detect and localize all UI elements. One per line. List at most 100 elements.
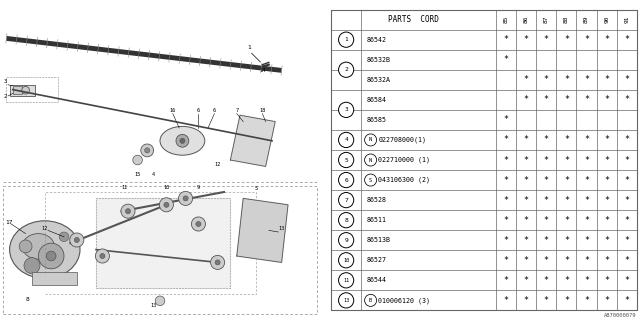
Circle shape bbox=[339, 62, 354, 77]
Circle shape bbox=[365, 154, 376, 166]
Text: *: * bbox=[524, 75, 529, 84]
Text: *: * bbox=[564, 256, 569, 265]
Circle shape bbox=[95, 249, 109, 263]
Circle shape bbox=[339, 152, 354, 168]
Text: 9: 9 bbox=[344, 238, 348, 243]
Text: *: * bbox=[624, 35, 629, 44]
Text: *: * bbox=[524, 135, 529, 144]
Polygon shape bbox=[230, 115, 275, 166]
Circle shape bbox=[259, 246, 266, 253]
Text: *: * bbox=[544, 35, 549, 44]
Text: *: * bbox=[604, 216, 609, 225]
Circle shape bbox=[339, 253, 354, 268]
Text: *: * bbox=[604, 236, 609, 245]
Text: *: * bbox=[504, 196, 509, 204]
Text: *: * bbox=[624, 236, 629, 245]
Text: 91: 91 bbox=[624, 16, 629, 23]
Text: *: * bbox=[544, 196, 549, 204]
Text: *: * bbox=[584, 35, 589, 44]
Ellipse shape bbox=[22, 234, 54, 259]
Text: *: * bbox=[624, 256, 629, 265]
Polygon shape bbox=[96, 198, 230, 288]
Text: 5: 5 bbox=[344, 157, 348, 163]
Text: *: * bbox=[564, 216, 569, 225]
Text: 87: 87 bbox=[544, 16, 549, 23]
Text: *: * bbox=[564, 35, 569, 44]
Circle shape bbox=[339, 273, 354, 288]
Text: *: * bbox=[524, 296, 529, 305]
Text: *: * bbox=[504, 116, 509, 124]
Circle shape bbox=[339, 172, 354, 188]
Text: 6: 6 bbox=[197, 108, 200, 113]
Text: *: * bbox=[604, 276, 609, 285]
Text: *: * bbox=[584, 156, 589, 164]
Text: 9: 9 bbox=[197, 185, 200, 190]
Circle shape bbox=[74, 237, 79, 243]
Text: 86513B: 86513B bbox=[366, 237, 390, 243]
Circle shape bbox=[100, 253, 105, 259]
Circle shape bbox=[180, 138, 185, 143]
Text: 3: 3 bbox=[344, 108, 348, 112]
Circle shape bbox=[121, 204, 135, 218]
Text: B: B bbox=[369, 298, 372, 303]
Text: *: * bbox=[544, 135, 549, 144]
Text: *: * bbox=[504, 276, 509, 285]
Text: *: * bbox=[564, 156, 569, 164]
Text: *: * bbox=[524, 276, 529, 285]
Circle shape bbox=[159, 198, 173, 212]
Text: 022710000 (1): 022710000 (1) bbox=[378, 157, 430, 163]
FancyBboxPatch shape bbox=[10, 85, 35, 96]
Text: *: * bbox=[504, 135, 509, 144]
Circle shape bbox=[215, 260, 220, 265]
Text: *: * bbox=[624, 95, 629, 104]
Circle shape bbox=[339, 293, 354, 308]
Text: *: * bbox=[604, 135, 609, 144]
Circle shape bbox=[253, 150, 259, 157]
Text: *: * bbox=[544, 95, 549, 104]
Text: *: * bbox=[564, 95, 569, 104]
Text: 86528: 86528 bbox=[366, 197, 386, 203]
Text: *: * bbox=[544, 296, 549, 305]
Text: 12: 12 bbox=[42, 227, 48, 231]
Circle shape bbox=[179, 191, 193, 205]
Text: *: * bbox=[504, 176, 509, 185]
Text: 10: 10 bbox=[163, 185, 170, 190]
Text: *: * bbox=[584, 216, 589, 225]
Text: *: * bbox=[624, 135, 629, 144]
Text: A870000079: A870000079 bbox=[604, 313, 637, 318]
Text: *: * bbox=[544, 176, 549, 185]
Circle shape bbox=[141, 144, 154, 157]
Circle shape bbox=[19, 240, 32, 253]
Text: 7: 7 bbox=[344, 198, 348, 203]
Circle shape bbox=[237, 138, 249, 150]
Text: *: * bbox=[584, 196, 589, 204]
Circle shape bbox=[339, 32, 354, 47]
Text: *: * bbox=[564, 236, 569, 245]
Text: *: * bbox=[564, 75, 569, 84]
Text: 022708000(1): 022708000(1) bbox=[378, 137, 426, 143]
Text: 90: 90 bbox=[604, 16, 609, 23]
Text: N: N bbox=[369, 157, 372, 163]
Text: *: * bbox=[584, 256, 589, 265]
Text: 1: 1 bbox=[248, 44, 252, 50]
Text: *: * bbox=[624, 75, 629, 84]
Text: *: * bbox=[604, 196, 609, 204]
Text: *: * bbox=[584, 236, 589, 245]
Circle shape bbox=[365, 174, 376, 186]
Text: 010006120 (3): 010006120 (3) bbox=[378, 297, 430, 304]
Text: 7: 7 bbox=[236, 108, 238, 113]
Text: *: * bbox=[584, 75, 589, 84]
Text: *: * bbox=[564, 196, 569, 204]
Circle shape bbox=[47, 251, 56, 261]
Text: *: * bbox=[524, 256, 529, 265]
Text: 6: 6 bbox=[213, 108, 216, 113]
Text: 12: 12 bbox=[214, 162, 221, 167]
Text: *: * bbox=[504, 35, 509, 44]
Circle shape bbox=[339, 212, 354, 228]
Text: 8: 8 bbox=[26, 297, 29, 302]
Text: *: * bbox=[604, 176, 609, 185]
Circle shape bbox=[365, 134, 376, 146]
Text: *: * bbox=[544, 156, 549, 164]
Text: 86: 86 bbox=[524, 16, 529, 23]
Circle shape bbox=[155, 296, 165, 306]
